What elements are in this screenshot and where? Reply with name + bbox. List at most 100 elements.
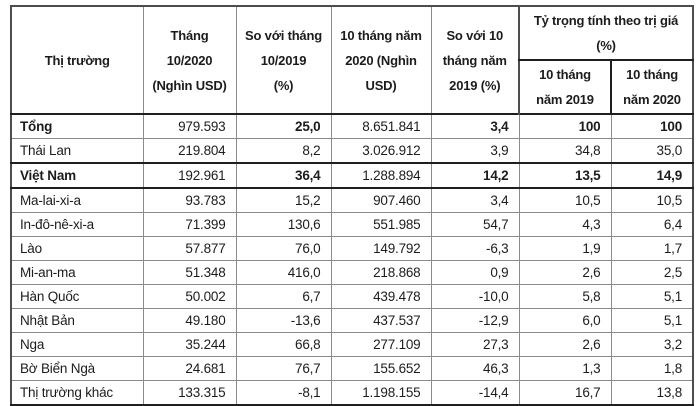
header-cell-market: Thị trường [10,5,144,115]
cell-value: 3,9 [430,138,520,164]
cell-value: 15,2 [235,187,332,213]
table-row: Thái Lan 219.804 8,2 3.026.912 3,9 34,8 35,0 [10,138,694,164]
table-row: Thị trường khác 133.315 -8,1 1.198.155 -14,4… [10,380,694,406]
cell-value: 8,2 [235,138,332,164]
cell-market-name: Ma-lai-xi-a [10,187,144,213]
cell-value: 277.109 [330,332,432,357]
cell-value: 907.460 [330,187,432,213]
cell-value: 27,3 [430,332,520,357]
cell-value: 93.783 [142,187,237,213]
cell-value: -13,6 [235,308,332,333]
cell-value: 10,5 [518,187,612,213]
cell-value: 10,5 [610,187,694,213]
cell-value: 3.026.912 [330,138,432,164]
header-cell-vs-oct-2019: So với tháng 10/2019 (%) [235,5,332,115]
table-header: Thị trường Tháng 10/2020 (Nghìn USD) So với … [10,5,694,115]
cell-market-name: Việt Nam [10,162,144,189]
cell-value: 71.399 [142,212,237,237]
cell-market-name: Thái Lan [10,138,144,164]
cell-market-name: Hàn Quốc [10,284,144,309]
cell-market-name: In-đô-nê-xi-a [10,212,144,237]
cell-value: 35.244 [142,332,237,357]
header-cell-share-2020: 10 tháng năm 2020 [609,59,694,115]
cell-value: 149.792 [330,236,432,261]
header-row-main: Thị trường Tháng 10/2020 (Nghìn USD) So với … [10,5,694,115]
cell-value: 2,5 [610,260,694,285]
cell-market-name: Thị trường khác [10,380,144,406]
cell-market-name: Bờ Biển Ngà [10,356,144,381]
cell-value: 3,4 [430,113,520,139]
cell-value: 5,8 [518,284,612,309]
cell-value: 57.877 [142,236,237,261]
table-row: Lào 57.877 76,0 149.792 -6,3 1,9 1,7 [10,236,694,261]
cell-value: 36,4 [235,162,332,189]
cell-value: 66,8 [235,332,332,357]
header-cell-vs-10m-2019: So với 10 tháng năm 2019 (%) [430,5,520,115]
cell-value: 3,4 [430,187,520,213]
cell-value: 25,0 [235,113,332,139]
cell-value: 130,6 [235,212,332,237]
cell-value: 133.315 [142,380,237,406]
cell-market-name: Mi-an-ma [10,260,144,285]
cell-value: 50.002 [142,284,237,309]
cell-value: 100 [610,113,694,139]
table-row: Hàn Quốc 50.002 6,7 439.478 -10,0 5,8 5,1 [10,284,694,309]
cell-value: 416,0 [235,260,332,285]
cell-value: 219.804 [142,138,237,164]
cell-value: 6,0 [518,308,612,333]
cell-value: 76,0 [235,236,332,261]
cell-value: 2,6 [518,260,612,285]
cell-value: 0,9 [430,260,520,285]
cell-market-name: Tổng [10,113,144,139]
trade-markets-table: Thị trường Tháng 10/2020 (Nghìn USD) So với … [10,5,695,406]
cell-market-name: Nhật Bản [10,308,144,333]
cell-value: 5,1 [610,308,694,333]
header-cell-share-group: Tỷ trọng tính theo trị giá (%) [517,5,694,61]
cell-value: 6,4 [610,212,694,237]
table-row: Ma-lai-xi-a 93.783 15,2 907.460 3,4 10,5 10,5 [10,187,694,213]
cell-value: 4,3 [518,212,612,237]
header-cell-share-2019: 10 tháng năm 2019 [518,59,612,115]
cell-value: 439.478 [330,284,432,309]
cell-value: 2,6 [518,332,612,357]
cell-value: -10,0 [430,284,520,309]
cell-value: 76,7 [235,356,332,381]
cell-value: -14,4 [430,380,520,406]
cell-value: 14,9 [610,162,694,189]
cell-value: 5,1 [610,284,694,309]
header-cell-oct-2020: Tháng 10/2020 (Nghìn USD) [142,5,237,115]
table-row: Nhật Bản 49.180 -13,6 437.537 -12,9 6,0 5,1 [10,308,694,333]
cell-value: 979.593 [142,113,237,139]
cell-value: 1,3 [518,356,612,381]
header-cell-10m-2020: 10 tháng năm 2020 (Nghìn USD) [330,5,432,115]
cell-value: 49.180 [142,308,237,333]
cell-value: 3,2 [610,332,694,357]
cell-value: 6,7 [235,284,332,309]
cell-value: 155.652 [330,356,432,381]
table-row: Tổng 979.593 25,0 8.651.841 3,4 100 100 [10,113,694,139]
cell-value: 51.348 [142,260,237,285]
cell-value: 100 [518,113,612,139]
table-row: Nga 35.244 66,8 277.109 27,3 2,6 3,2 [10,332,694,357]
cell-value: 8.651.841 [330,113,432,139]
cell-value: 192.961 [142,162,237,189]
cell-value: 1,8 [610,356,694,381]
cell-value: 16,7 [518,380,612,406]
cell-value: 437.537 [330,308,432,333]
header-row-sub: 10 tháng năm 2019 10 tháng năm 2020 [11,59,694,115]
cell-value: 54,7 [430,212,520,237]
cell-value: 218.868 [330,260,432,285]
table-row: Mi-an-ma 51.348 416,0 218.868 0,9 2,6 2,5 [10,260,694,285]
cell-market-name: Nga [10,332,144,357]
cell-value: 34,8 [518,138,612,164]
cell-value: 35,0 [610,138,694,164]
cell-value: 551.985 [330,212,432,237]
cell-value: 1,9 [518,236,612,261]
cell-value: 24.681 [142,356,237,381]
cell-value: 1.288.894 [330,162,432,189]
cell-value: 13,8 [610,380,694,406]
cell-market-name: Lào [10,236,144,261]
cell-value: 46,3 [430,356,520,381]
cell-value: 13,5 [518,162,612,189]
